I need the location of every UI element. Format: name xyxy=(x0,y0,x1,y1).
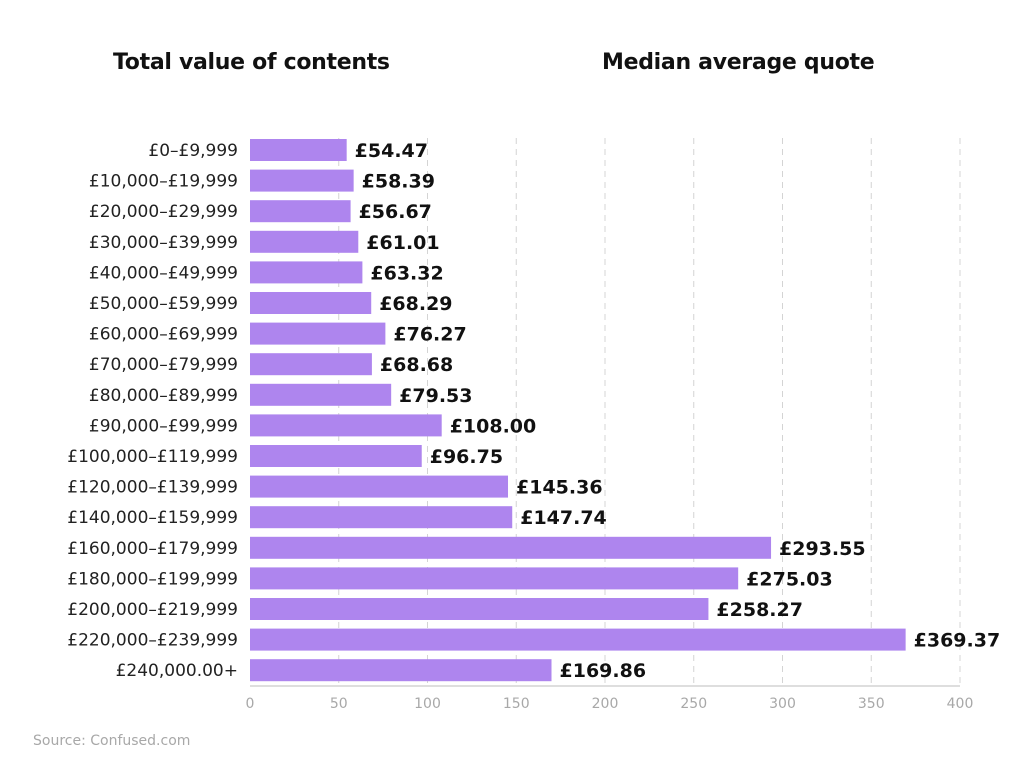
bar xyxy=(250,169,354,192)
category-label: £40,000–£49,999 xyxy=(89,263,238,283)
value-label: £54.47 xyxy=(355,140,428,162)
value-label: £63.32 xyxy=(370,262,443,284)
bar xyxy=(250,445,422,467)
category-label: £90,000–£99,999 xyxy=(89,416,238,436)
bar xyxy=(250,200,351,223)
category-label: £30,000–£39,999 xyxy=(89,233,238,253)
x-tick-label: 100 xyxy=(414,696,441,712)
bar xyxy=(250,230,359,253)
value-label: £76.27 xyxy=(393,324,466,346)
value-label: £147.74 xyxy=(520,507,607,529)
bar xyxy=(250,628,906,651)
bar xyxy=(250,383,392,406)
x-tick-label: 250 xyxy=(680,696,707,712)
x-tick-label: 50 xyxy=(330,696,348,712)
bar xyxy=(250,536,772,559)
category-label: £20,000–£29,999 xyxy=(89,202,238,222)
value-labels: £54.47 £58.39 £56.67 £61.01 £63.32 £68.29 £76.… xyxy=(355,140,1000,682)
category-label: £60,000–£69,999 xyxy=(89,325,238,345)
bar xyxy=(250,567,739,590)
bar xyxy=(250,506,513,529)
bar xyxy=(250,261,363,284)
category-label: £100,000–£119,999 xyxy=(67,447,238,467)
category-label: £140,000–£159,999 xyxy=(67,508,238,528)
bar xyxy=(250,659,552,682)
grid-lines xyxy=(338,138,961,686)
value-label: £61.01 xyxy=(366,232,439,254)
category-label: £200,000–£219,999 xyxy=(67,600,238,620)
value-label: £293.55 xyxy=(779,538,866,560)
bar xyxy=(250,353,372,376)
category-label: £80,000–£89,999 xyxy=(89,386,238,406)
bars xyxy=(250,139,906,682)
value-label: £68.29 xyxy=(379,293,452,315)
value-label: £169.86 xyxy=(560,660,647,682)
value-label: £58.39 xyxy=(362,171,435,193)
x-tick-label: 300 xyxy=(769,696,796,712)
bar xyxy=(250,598,709,620)
source-note: Source: Confused.com xyxy=(33,733,191,749)
bar xyxy=(250,475,509,498)
value-label: £258.27 xyxy=(716,599,803,621)
x-tick-label: 350 xyxy=(858,696,885,712)
category-label: £70,000–£79,999 xyxy=(89,355,238,375)
value-label: £108.00 xyxy=(450,415,537,437)
value-label: £145.36 xyxy=(516,477,603,499)
category-label: £50,000–£59,999 xyxy=(89,294,238,314)
value-label: £369.37 xyxy=(914,630,1001,652)
category-label: £0–£9,999 xyxy=(148,141,238,161)
bar xyxy=(250,322,386,345)
bar xyxy=(250,292,372,314)
value-label: £96.75 xyxy=(430,446,503,468)
chart-title: Median average quote xyxy=(602,50,875,75)
y-axis-heading: Total value of contents xyxy=(113,50,390,75)
value-label: £68.68 xyxy=(380,354,453,376)
category-label: £220,000–£239,999 xyxy=(67,631,238,651)
x-tick-label: 400 xyxy=(947,696,974,712)
x-tick-label: 200 xyxy=(592,696,619,712)
value-label: £79.53 xyxy=(399,385,472,407)
bar xyxy=(250,139,347,161)
x-tick-label: 150 xyxy=(503,696,530,712)
category-label: £160,000–£179,999 xyxy=(67,539,238,559)
category-label: £10,000–£19,999 xyxy=(89,172,238,192)
value-label: £275.03 xyxy=(746,568,833,590)
x-tick-labels: 0 50 100 150 200 250 300 350 400 xyxy=(246,696,974,712)
bar xyxy=(250,414,442,437)
category-label: £120,000–£139,999 xyxy=(67,478,238,498)
category-labels: £0–£9,999 £10,000–£19,999 £20,000–£29,999 £… xyxy=(67,141,238,681)
category-label: £240,000.00+ xyxy=(116,661,238,681)
category-label: £180,000–£199,999 xyxy=(67,569,238,589)
value-label: £56.67 xyxy=(359,201,432,223)
x-tick-label: 0 xyxy=(246,696,255,712)
